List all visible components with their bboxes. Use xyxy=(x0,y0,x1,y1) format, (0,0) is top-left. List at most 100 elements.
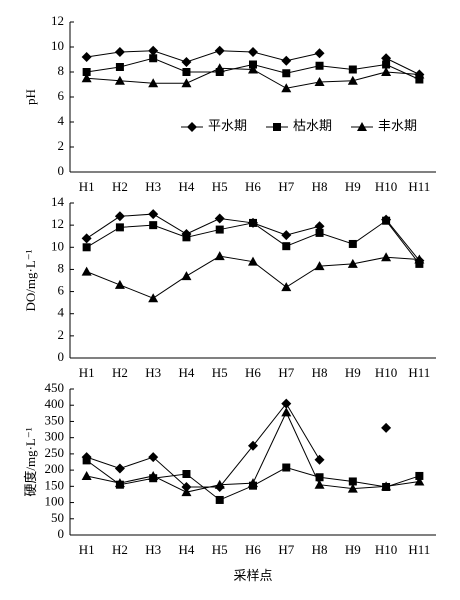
y-tick-label: 10 xyxy=(51,238,64,253)
y-tick-label: 6 xyxy=(58,88,65,103)
point xyxy=(348,477,357,486)
series-line xyxy=(86,50,420,75)
point xyxy=(81,73,92,83)
point xyxy=(415,259,424,268)
x-tick-label: H7 xyxy=(278,542,294,557)
point xyxy=(81,470,92,480)
point xyxy=(381,481,392,491)
legend-marker xyxy=(273,123,281,131)
point xyxy=(281,230,292,241)
point xyxy=(381,67,392,76)
y-tick-label: 150 xyxy=(45,477,65,492)
point xyxy=(82,68,91,76)
point xyxy=(248,47,258,57)
legend-label: 丰水期 xyxy=(378,118,417,133)
point xyxy=(182,233,191,242)
point xyxy=(248,478,258,488)
y-tick-label: 50 xyxy=(51,510,64,525)
y-tick-label: 250 xyxy=(45,445,65,460)
x-tick-label: H8 xyxy=(312,542,328,557)
x-tick-label: H9 xyxy=(345,365,361,380)
point xyxy=(314,454,325,465)
y-tick-label: 8 xyxy=(58,63,65,78)
y-tick-label: 2 xyxy=(58,327,65,342)
x-tick-label: H11 xyxy=(408,542,430,557)
point xyxy=(148,452,159,463)
y-tick-label: 0 xyxy=(58,349,65,364)
point xyxy=(182,470,191,479)
x-tick-label: H8 xyxy=(312,365,328,380)
x-tick-label: H6 xyxy=(245,179,261,194)
point xyxy=(149,54,158,63)
point xyxy=(114,211,125,222)
series-line xyxy=(87,404,386,487)
point xyxy=(314,221,325,232)
point xyxy=(414,476,425,486)
point xyxy=(281,282,292,292)
point xyxy=(315,61,324,70)
y-tick-label: 8 xyxy=(58,260,65,275)
point xyxy=(149,221,158,230)
point xyxy=(314,479,325,489)
y-tick-label: 10 xyxy=(51,38,64,53)
point xyxy=(348,65,357,74)
point xyxy=(214,251,225,261)
point xyxy=(415,471,424,480)
point xyxy=(314,77,325,86)
x-tick-label: H1 xyxy=(79,179,95,194)
x-tick-label: H4 xyxy=(179,365,195,380)
point xyxy=(148,78,159,88)
point xyxy=(181,271,192,281)
point xyxy=(115,63,124,71)
y-axis-label: 硬度/mg·L⁻¹ xyxy=(23,427,38,496)
x-tick-label: H11 xyxy=(408,179,430,194)
point xyxy=(314,48,325,59)
x-tick-label: H4 xyxy=(179,542,195,557)
x-tick-label: H8 xyxy=(312,179,328,194)
point xyxy=(181,487,192,497)
point xyxy=(82,243,91,252)
point xyxy=(115,223,124,232)
point xyxy=(282,242,291,251)
point xyxy=(281,398,292,409)
legend-label: 平水期 xyxy=(208,118,247,133)
point xyxy=(315,228,324,237)
y-tick-label: 0 xyxy=(58,163,65,178)
point xyxy=(81,52,92,62)
y-tick-label: 2 xyxy=(58,138,65,153)
point xyxy=(148,209,159,220)
y-tick-label: 200 xyxy=(45,461,65,476)
point xyxy=(347,75,358,85)
point xyxy=(82,456,91,465)
point xyxy=(214,479,225,489)
legend-marker xyxy=(187,122,197,132)
y-axis-label: pH xyxy=(23,89,38,105)
point xyxy=(282,69,291,78)
point xyxy=(248,440,258,451)
point xyxy=(314,261,325,271)
x-tick-label: H11 xyxy=(408,365,430,380)
point xyxy=(248,64,258,74)
point xyxy=(81,233,92,244)
y-tick-label: 12 xyxy=(51,13,64,28)
point xyxy=(214,45,225,56)
legend-label: 枯水期 xyxy=(293,118,332,133)
legend-marker xyxy=(357,122,367,131)
point xyxy=(249,218,257,227)
point xyxy=(214,63,225,73)
x-tick-label: H6 xyxy=(245,365,261,380)
x-tick-label: H3 xyxy=(145,365,161,380)
point xyxy=(381,252,392,262)
point xyxy=(248,256,258,266)
x-tick-label: H9 xyxy=(345,179,361,194)
y-tick-label: 0 xyxy=(58,526,65,541)
x-tick-label: H10 xyxy=(375,542,397,557)
point xyxy=(148,470,159,480)
point xyxy=(114,279,125,289)
point xyxy=(282,463,291,472)
point xyxy=(382,216,391,225)
point xyxy=(181,57,192,67)
point xyxy=(114,47,125,57)
point xyxy=(81,266,92,276)
point xyxy=(215,495,224,504)
